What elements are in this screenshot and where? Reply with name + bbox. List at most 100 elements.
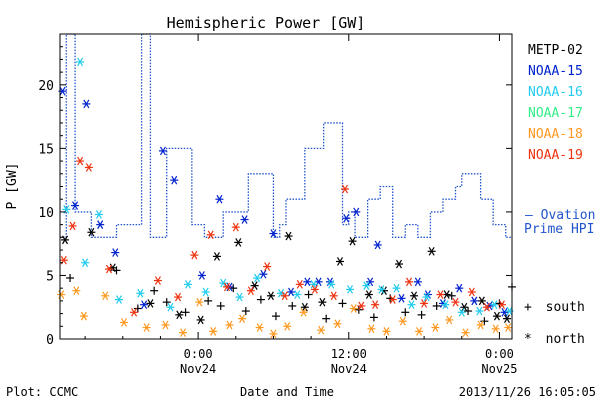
noaa-18-point	[461, 328, 470, 337]
north-marker-symbol: *	[524, 332, 532, 347]
noaa-18-point	[431, 323, 440, 332]
noaa-18-point	[283, 321, 292, 331]
footer-plot-credit: Plot: CCMC	[6, 385, 78, 399]
metp-02-point	[447, 291, 456, 300]
metp-02-point	[133, 304, 142, 313]
noaa-15-point	[71, 201, 80, 210]
legend-item-noaa-16: NOAA-16	[528, 85, 583, 100]
noaa-16-point	[346, 285, 355, 294]
noaa-15-point	[111, 248, 120, 257]
noaa-16-point	[253, 273, 262, 283]
noaa-19-point	[310, 285, 319, 294]
south-marker-label: south	[546, 300, 585, 315]
metp-02-point	[410, 291, 419, 301]
x-tick-label-date: Nov24	[331, 362, 367, 376]
noaa-16-point	[76, 57, 85, 67]
metp-02-point	[87, 227, 96, 237]
noaa-19-point	[405, 277, 414, 287]
metp-02-point	[369, 313, 378, 322]
noaa-19-point	[341, 184, 350, 194]
noaa-16-point	[475, 306, 484, 316]
noaa-16-point	[407, 300, 416, 310]
noaa-16-point	[81, 258, 90, 268]
metp-02-point	[256, 295, 265, 304]
noaa-18-point	[179, 328, 188, 337]
noaa-19-point	[84, 163, 93, 172]
metp-02-point	[175, 310, 184, 320]
noaa-18-point	[382, 327, 391, 336]
noaa-19-point	[467, 287, 476, 297]
noaa-15-point	[500, 307, 509, 317]
noaa-19-point	[329, 291, 338, 301]
metp-02-point	[288, 301, 297, 310]
metp-02-point	[464, 307, 473, 316]
legend-item-noaa-18: NOAA-18	[528, 127, 583, 142]
metp-02-point	[162, 298, 171, 307]
noaa-18-point	[504, 323, 513, 332]
x-axis: 0:00Nov2412:00Nov240:00Nov2512:00Nov250:…	[84, 34, 518, 376]
noaa-15-point	[352, 207, 361, 217]
metp-02-point	[266, 291, 275, 301]
noaa-19-point	[174, 292, 183, 302]
metp-02-point	[477, 296, 486, 306]
legend-item-noaa-17: NOAA-17	[528, 106, 583, 121]
noaa-16-point	[219, 278, 228, 288]
metp-02-point	[271, 312, 280, 321]
noaa-19-point	[357, 301, 366, 311]
x-tick-label-date: Nov24	[180, 362, 216, 376]
noaa-15-point	[259, 269, 268, 279]
noaa-19-point	[206, 230, 215, 240]
x-tick-label-date: Nov25	[481, 362, 517, 376]
noaa-16-point	[441, 300, 450, 310]
y-axis: 0 5 10 15 20	[38, 46, 512, 348]
metp-02-point	[300, 302, 309, 312]
noaa-16-point	[201, 287, 210, 297]
y-tick-label: 20	[38, 79, 54, 94]
noaa-16-point	[457, 307, 466, 317]
noaa-19-point	[420, 299, 429, 308]
metp-02-point	[335, 257, 344, 266]
noaa-15-point	[82, 99, 91, 109]
footer-timestamp: 2013/11/26 16:05:05	[459, 385, 596, 399]
noaa-18-point	[269, 329, 278, 339]
y-axis-label: P [GW]	[5, 163, 20, 210]
y-tick-label: 15	[38, 142, 54, 157]
noaa-19-point	[482, 302, 491, 312]
noaa-16-point	[422, 292, 431, 302]
noaa-16-point	[166, 302, 175, 312]
noaa-16-point	[293, 290, 302, 299]
noaa-16-point	[115, 295, 124, 304]
noaa-19-point	[104, 264, 113, 274]
noaa-15-point	[397, 294, 406, 303]
metp-02-point	[401, 308, 410, 317]
noaa-18-point	[398, 316, 407, 326]
x-tick-label-time: 0:00	[485, 347, 514, 361]
noaa-18-point	[161, 320, 170, 330]
x-tick-label-time: 0:00	[184, 347, 213, 361]
ovation-legend-line1: — Ovation	[525, 208, 595, 223]
noaa-16-point	[362, 281, 371, 290]
noaa-19-point	[497, 300, 506, 310]
metp-02-point	[181, 308, 190, 317]
metp-02-point	[338, 299, 347, 308]
noaa-19-point	[190, 250, 199, 260]
noaa-19-point	[295, 280, 304, 289]
metp-02-point	[348, 236, 357, 246]
metp-02-point	[492, 311, 501, 321]
noaa-18-point	[491, 324, 500, 334]
metp-02-point	[234, 238, 243, 247]
noaa-15-point	[197, 271, 206, 280]
noaa-19-point	[263, 262, 272, 271]
metp-02-point	[284, 231, 293, 241]
legend-item-noaa-15: NOAA-15	[528, 64, 583, 79]
noaa-16-point	[490, 300, 499, 310]
noaa-18-point	[120, 318, 129, 327]
noaa-15-point	[96, 220, 105, 229]
noaa-15-point	[470, 296, 479, 306]
noaa-15-point	[342, 213, 351, 223]
noaa-16-point	[392, 283, 401, 293]
metp-02-point	[502, 314, 511, 323]
noaa-18-point	[367, 324, 376, 334]
noaa-18-point	[349, 304, 358, 313]
